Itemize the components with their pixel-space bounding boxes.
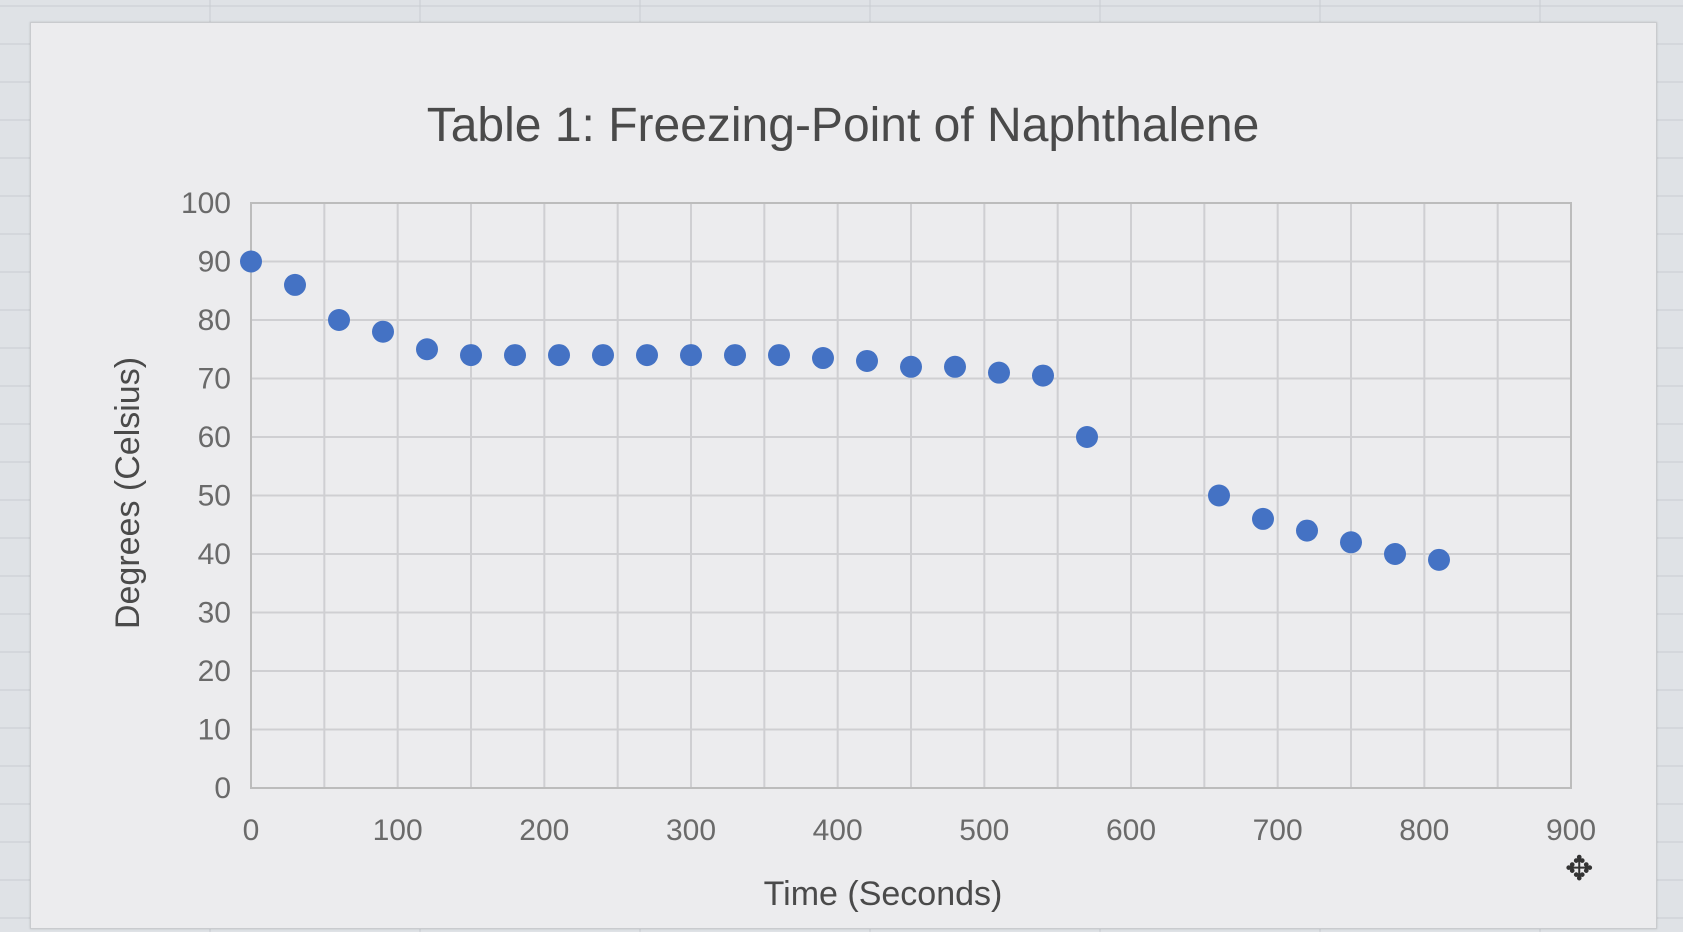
data-point [1428,548,1450,571]
data-point [548,344,570,367]
data-point [372,320,394,343]
data-point [416,338,438,361]
data-point [284,273,306,296]
move-resize-cursor-icon: ✥ [1565,850,1594,888]
x-tick-label: 400 [813,814,863,847]
data-point [988,361,1010,384]
data-point [856,349,878,372]
scatter-chart: 0 100 200 300 400 500 600 700 800 900 0 10 20 30 40 50… [109,99,1596,913]
x-tick-label: 700 [1253,814,1303,847]
plot-area-border [250,202,1572,789]
data-point [900,355,922,378]
y-tick-label: 0 [214,772,231,805]
data-points [240,250,1450,571]
x-axis-title: Time (Seconds) [764,875,1003,913]
data-point [768,344,790,367]
data-point [592,344,614,367]
y-tick-label: 80 [198,304,231,337]
x-tick-label: 900 [1546,814,1596,847]
data-point [944,355,966,378]
y-tick-label: 40 [198,538,231,571]
data-point [328,309,350,331]
x-tick-label: 100 [373,814,423,847]
x-tick-label: 0 [243,814,260,847]
x-tick-labels: 0 100 200 300 400 500 600 700 800 900 [243,814,1596,847]
y-axis-title: Degrees (Celsius) [109,357,147,629]
data-point [636,344,658,367]
gridlines [250,202,1572,789]
chart-title: Table 1: Freezing-Point of Naphthalene [427,99,1260,152]
y-tick-label: 20 [198,655,231,688]
data-point [1032,364,1054,387]
data-point [724,344,746,367]
data-point [240,250,262,273]
x-tick-label: 500 [959,814,1009,847]
data-point [460,344,482,367]
data-point [504,344,526,367]
data-point [1296,519,1318,542]
chart-area[interactable]: 0 100 200 300 400 500 600 700 800 900 0 10 20 30 40 50… [30,22,1657,929]
data-point [1384,543,1406,565]
y-tick-label: 70 [198,363,231,396]
x-tick-label: 800 [1399,814,1449,847]
y-tick-label: 30 [198,597,231,630]
y-tick-labels: 0 10 20 30 40 50 60 70 80 90 100 [181,187,231,805]
y-tick-label: 10 [198,714,231,747]
data-point [812,347,834,370]
x-tick-label: 600 [1106,814,1156,847]
data-point [1340,531,1362,554]
data-point [1076,426,1098,448]
data-point [680,344,702,367]
y-tick-label: 90 [198,246,231,279]
x-tick-label: 300 [666,814,716,847]
y-tick-label: 60 [198,421,231,454]
x-tick-label: 200 [519,814,569,847]
data-point [1252,507,1274,530]
data-point [1208,484,1230,507]
y-tick-label: 100 [181,187,231,220]
y-tick-label: 50 [198,480,231,513]
